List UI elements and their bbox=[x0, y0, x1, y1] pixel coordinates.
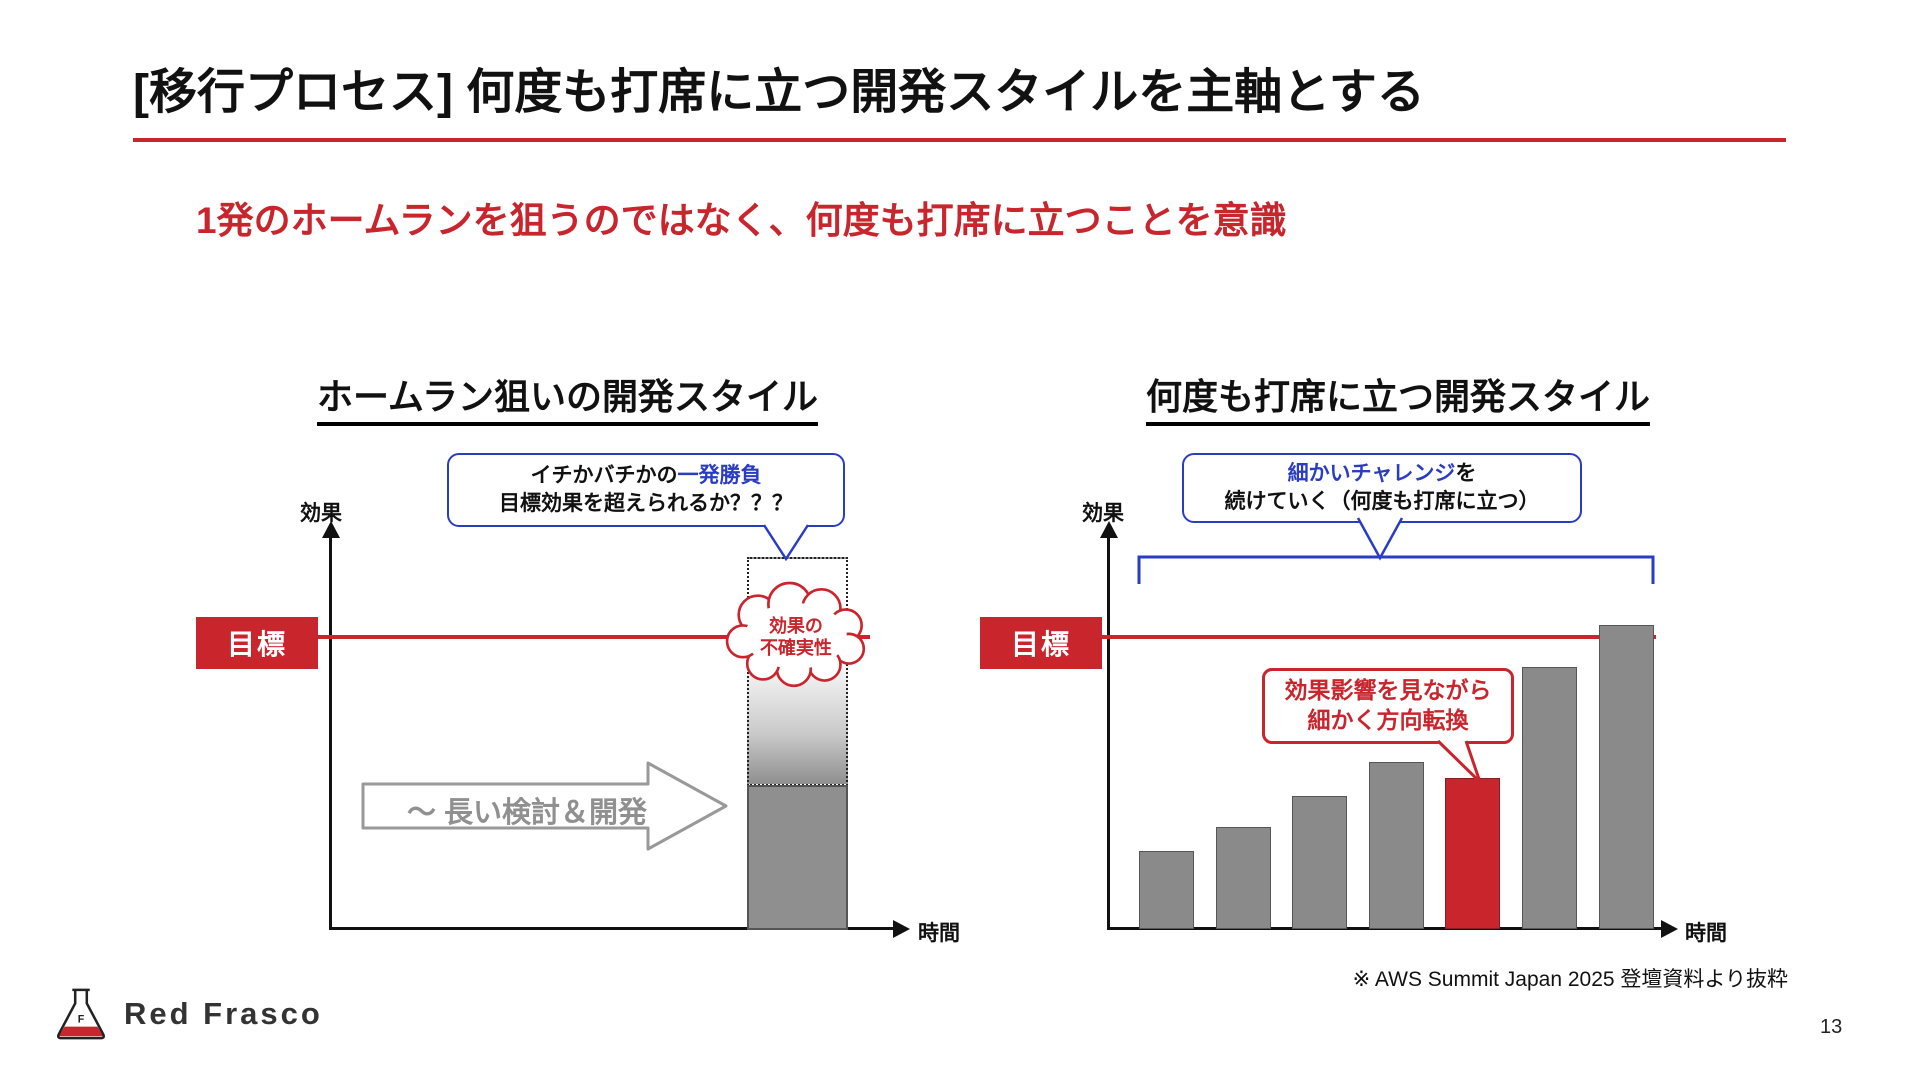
right-diagram-heading: 何度も打席に立つ開発スタイル bbox=[1078, 368, 1718, 426]
right-bubble-tail bbox=[1356, 517, 1404, 561]
right-bubble-line1-highlight: 細かいチャレンジ bbox=[1287, 461, 1456, 485]
callout-line2: 細かく方向転換 bbox=[1307, 707, 1469, 733]
right-goal-line bbox=[1102, 635, 1656, 639]
bar-highlighted bbox=[1445, 778, 1500, 929]
page-title: [移行プロセス] 何度も打席に立つ開発スタイルを主軸とする bbox=[133, 66, 1425, 119]
left-bubble-tail bbox=[762, 524, 810, 562]
right-bubble: 細かいチャレンジを 続けていく（何度も打席に立つ） bbox=[1182, 453, 1582, 523]
bars-brace bbox=[1137, 555, 1655, 584]
bar bbox=[1599, 625, 1654, 929]
bar bbox=[1522, 667, 1577, 929]
left-bubble-line1-prefix: イチかバチかの bbox=[530, 463, 678, 487]
right-x-axis-arrow-icon bbox=[1661, 920, 1678, 938]
page-number: 13 bbox=[1820, 1016, 1843, 1038]
bar bbox=[1292, 796, 1347, 929]
left-y-axis-arrow-icon bbox=[322, 521, 340, 538]
bar bbox=[1369, 762, 1424, 929]
logo-text: Red Frasco bbox=[124, 996, 323, 1031]
left-goal-line bbox=[318, 635, 870, 639]
svg-text:F: F bbox=[78, 1014, 85, 1026]
right-bubble-line2: 続けていく（何度も打席に立つ） bbox=[1224, 490, 1540, 513]
title-underline bbox=[133, 138, 1786, 142]
left-bubble-line1: イチかバチかの一発勝負 bbox=[531, 462, 762, 490]
left-y-axis bbox=[329, 537, 332, 930]
direction-change-callout: 効果影響を見ながら 細かく方向転換 bbox=[1262, 668, 1514, 744]
cloud-text-line1: 効果の bbox=[769, 615, 823, 636]
left-result-bar bbox=[747, 785, 848, 930]
long-development-arrow-label: 〜 長い検討＆開発 bbox=[406, 797, 648, 829]
uncertainty-cloud: 効果の 不確実性 bbox=[725, 581, 866, 688]
right-x-axis-label: 時間 bbox=[1685, 922, 1727, 945]
left-goal-badge: 目標 bbox=[196, 617, 318, 669]
callout-tail bbox=[1436, 739, 1482, 784]
long-development-arrow bbox=[361, 761, 728, 851]
right-y-axis-arrow-icon bbox=[1100, 521, 1118, 538]
left-bubble-line1-highlight: 一発勝負 bbox=[677, 463, 762, 487]
left-bubble-line2: 目標効果を超えられるか？？？ bbox=[499, 492, 793, 515]
bar bbox=[1139, 851, 1194, 929]
left-diagram-heading-text: ホームラン狙いの開発スタイル bbox=[316, 376, 819, 426]
cloud-text-line2: 不確実性 bbox=[760, 637, 832, 658]
right-bubble-line1: 細かいチャレンジを bbox=[1288, 460, 1477, 488]
left-diagram-heading: ホームラン狙いの開発スタイル bbox=[245, 368, 890, 426]
slide-subtitle: 1発のホームランを狙うのではなく、何度も打席に立つことを意識 bbox=[196, 200, 1287, 241]
logo: F Red Frasco bbox=[52, 983, 323, 1045]
left-x-axis-arrow-icon bbox=[893, 920, 910, 938]
right-diagram-heading-text: 何度も打席に立つ開発スタイル bbox=[1145, 376, 1650, 426]
right-goal-badge: 目標 bbox=[980, 617, 1102, 669]
bars bbox=[1139, 618, 1664, 929]
callout-line1: 効果影響を見ながら bbox=[1284, 677, 1492, 704]
left-bubble: イチかバチかの一発勝負 目標効果を超えられるか？？？ bbox=[447, 453, 845, 527]
flask-icon: F bbox=[56, 988, 106, 1040]
footnote: ※ AWS Summit Japan 2025 登壇資料より抜粋 bbox=[1352, 968, 1788, 991]
left-x-axis bbox=[329, 927, 895, 930]
left-x-axis-label: 時間 bbox=[918, 922, 960, 945]
right-y-axis-label: 効果 bbox=[1082, 502, 1124, 525]
bar bbox=[1216, 827, 1271, 929]
right-bubble-line1-suffix: を bbox=[1455, 461, 1477, 485]
left-y-axis-label: 効果 bbox=[300, 502, 342, 525]
right-y-axis bbox=[1107, 537, 1110, 930]
